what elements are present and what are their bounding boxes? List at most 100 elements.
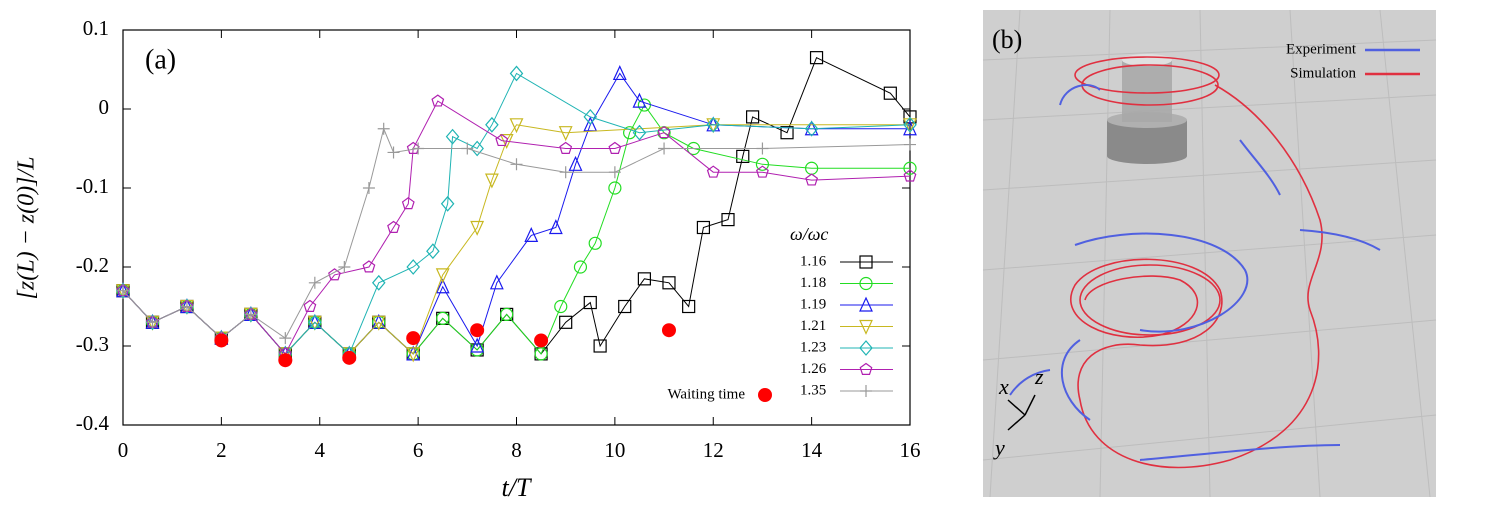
marker <box>805 173 819 186</box>
marker <box>445 128 460 145</box>
y-tick-label: 0 <box>99 95 110 119</box>
axis-triad <box>1007 394 1036 431</box>
marker <box>608 166 621 179</box>
legend-label: Simulation <box>1290 65 1356 81</box>
marker <box>303 299 317 312</box>
marker <box>510 158 523 171</box>
x-tick-label: 14 <box>801 438 823 462</box>
marker <box>657 125 671 139</box>
simulation-curve <box>1070 56 1323 469</box>
panel-a: (a) t/T [z(L) − z(0)]/L ω/ωc <box>14 44 829 502</box>
marker <box>859 255 873 269</box>
marker <box>435 268 450 284</box>
x-tick-label: 12 <box>703 438 724 462</box>
marker <box>758 388 772 402</box>
marker <box>406 347 421 363</box>
marker <box>554 299 568 314</box>
marker <box>426 243 440 260</box>
marker <box>632 124 647 141</box>
marker <box>485 116 499 133</box>
marker <box>568 155 583 171</box>
marker <box>755 157 770 171</box>
marker <box>338 261 351 273</box>
marker <box>903 116 917 133</box>
marker <box>509 118 524 134</box>
marker <box>903 161 917 175</box>
marker <box>180 298 194 315</box>
marker <box>534 333 549 348</box>
marker <box>559 315 573 329</box>
marker <box>435 278 450 294</box>
rod-cylinder <box>1122 54 1172 66</box>
axis-label: x <box>998 374 1009 399</box>
marker <box>883 86 897 100</box>
marker <box>696 220 711 235</box>
marker <box>593 339 607 353</box>
marker <box>214 333 229 348</box>
legend-title: ω/ωc <box>790 224 828 244</box>
marker <box>637 272 651 286</box>
legend-label: 1.18 <box>800 275 826 291</box>
series-line <box>122 72 910 355</box>
marker <box>706 116 721 133</box>
base-cylinder <box>1107 148 1187 164</box>
marker <box>583 108 598 125</box>
marker <box>401 197 415 210</box>
legend-label: 1.19 <box>800 296 826 312</box>
marker <box>406 331 421 346</box>
marker <box>308 276 321 289</box>
marker <box>412 142 425 155</box>
marker <box>495 133 509 147</box>
marker <box>904 138 916 151</box>
marker <box>279 332 292 345</box>
y-tick-label: -0.1 <box>76 174 109 198</box>
marker <box>406 259 420 275</box>
marker <box>859 362 873 375</box>
x-axis-label: t/T <box>502 473 532 502</box>
marker <box>658 142 671 155</box>
marker <box>859 319 873 335</box>
legend-label: Experiment <box>1286 41 1357 57</box>
marker <box>662 276 676 290</box>
marker <box>116 282 130 299</box>
panel-b: x z y (b) Experiment Simulation <box>982 9 1437 498</box>
marker <box>342 350 357 365</box>
marker <box>470 323 485 338</box>
legend-label: 1.23 <box>800 339 826 355</box>
marker <box>548 219 563 235</box>
marker <box>387 220 400 233</box>
panel-label: (b) <box>992 25 1022 54</box>
marker <box>559 166 572 179</box>
render-background <box>983 10 1436 497</box>
marker <box>328 268 341 281</box>
marker <box>859 296 873 312</box>
marker <box>608 141 622 154</box>
x-tick-label: 4 <box>315 438 326 462</box>
marker <box>632 92 647 108</box>
legend-label: 1.21 <box>800 318 826 334</box>
panel-label: (a) <box>145 44 176 75</box>
marker <box>180 300 193 313</box>
marker <box>745 110 760 124</box>
marker <box>573 260 588 274</box>
rod-cylinder <box>1122 60 1172 122</box>
marker <box>244 306 258 323</box>
y-tick-label: -0.3 <box>76 332 109 356</box>
marker <box>559 141 573 154</box>
marker <box>756 165 769 178</box>
marker <box>470 343 484 357</box>
marker <box>736 149 750 163</box>
marker <box>146 316 159 329</box>
marker <box>500 307 514 321</box>
marker <box>470 220 485 236</box>
y-tick-label: 0.1 <box>83 16 109 40</box>
legend: Experiment Simulation <box>1286 41 1420 81</box>
marker <box>721 213 735 227</box>
series-line <box>122 72 911 355</box>
marker <box>484 173 499 189</box>
marker <box>307 315 322 331</box>
marker <box>618 299 632 314</box>
marker <box>489 274 504 290</box>
legend-label: 1.16 <box>800 253 827 269</box>
marker <box>809 51 824 65</box>
